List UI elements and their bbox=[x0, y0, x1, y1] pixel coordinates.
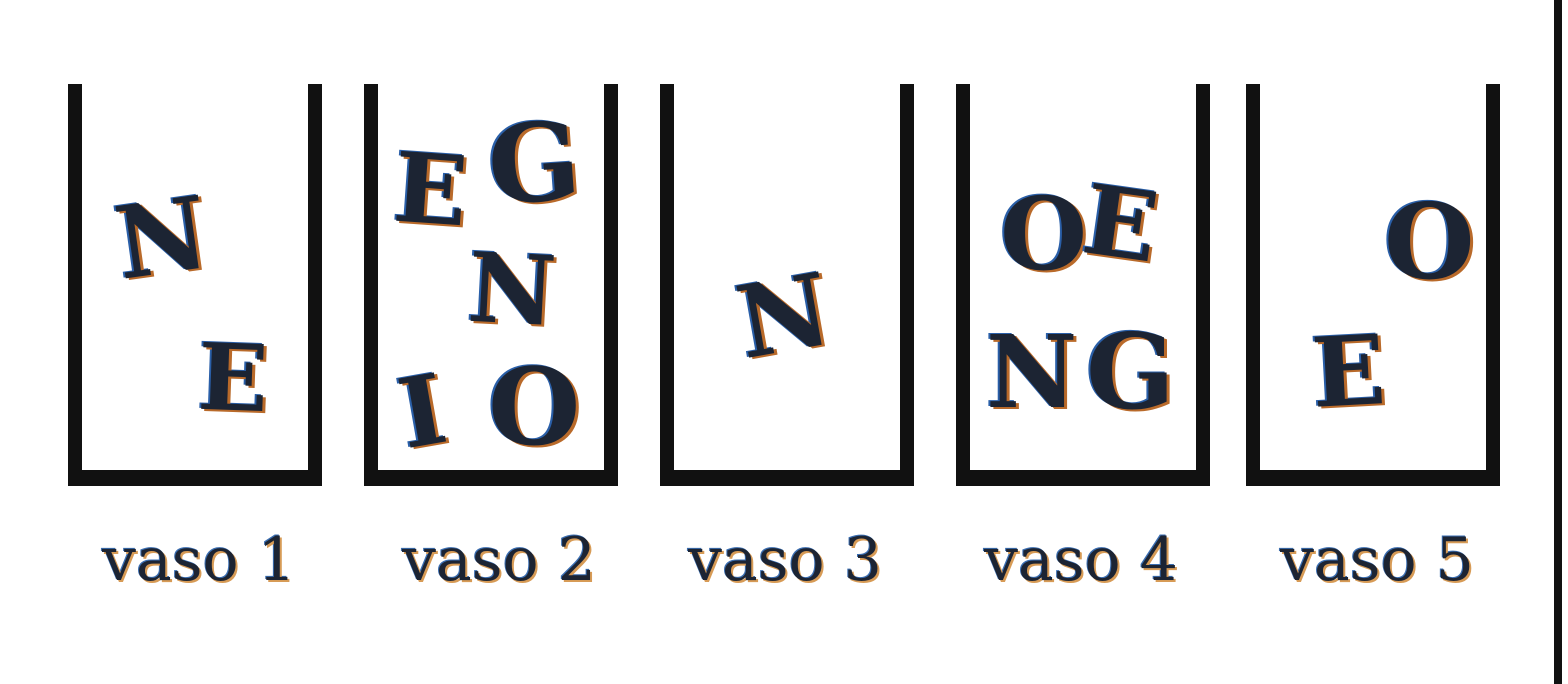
right-edge-line bbox=[1554, 0, 1562, 684]
vase-4-letter-1: O bbox=[1000, 175, 1088, 293]
vase-2-letter-3: N bbox=[465, 230, 559, 349]
vase-2-letter-5: O bbox=[488, 344, 581, 469]
vase-5-letter-2: E bbox=[1309, 313, 1389, 430]
vase-1-outline bbox=[68, 84, 322, 486]
vase-4-label: vaso 4 bbox=[984, 525, 1178, 595]
vase-2-outline bbox=[364, 84, 618, 486]
vase-1-label: vaso 1 bbox=[102, 525, 296, 595]
vase-4-letter-2: E bbox=[1076, 162, 1165, 285]
vase-5-letter-1: O bbox=[1384, 180, 1475, 303]
vase-4-outline bbox=[956, 84, 1210, 486]
vase-1-letter-2: E bbox=[196, 322, 270, 434]
vase-4-letter-3: N bbox=[986, 313, 1078, 431]
vase-1-letter-1: N bbox=[108, 173, 216, 303]
vase-2-letter-1: E bbox=[390, 130, 472, 249]
vase-5-outline bbox=[1246, 84, 1500, 486]
vase-1: N E bbox=[68, 84, 322, 486]
vase-3-outline bbox=[660, 84, 914, 486]
vase-4-letter-4: G bbox=[1086, 310, 1175, 433]
vase-5-label: vaso 5 bbox=[1280, 525, 1474, 595]
vase-2-letter-2: G bbox=[483, 97, 585, 231]
vase-3: N bbox=[660, 84, 914, 486]
vase-3-letter-1: N bbox=[728, 249, 839, 383]
vase-3-label: vaso 3 bbox=[688, 525, 882, 595]
vase-2-label: vaso 2 bbox=[402, 525, 596, 595]
vase-4: O E N G bbox=[956, 84, 1210, 486]
vase-5: O E bbox=[1246, 84, 1500, 486]
vase-2: E G N I O bbox=[364, 84, 618, 486]
